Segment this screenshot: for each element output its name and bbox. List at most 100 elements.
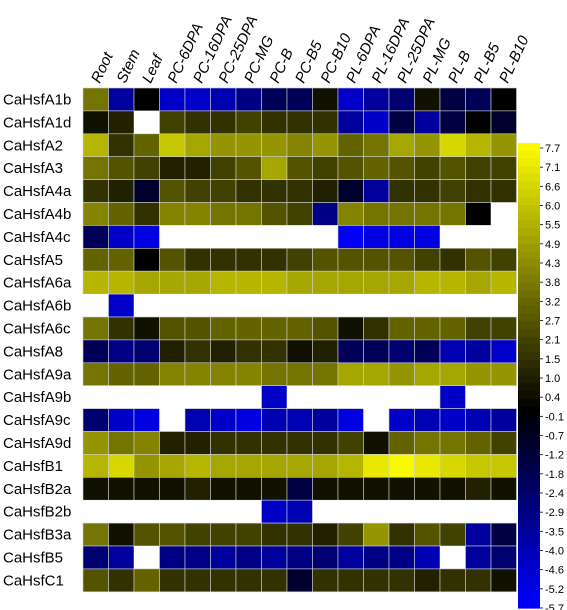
cell-cahsfa5-pc-mg	[235, 248, 262, 272]
cell-cahsfb2a-pc-mg	[235, 476, 262, 501]
color-scale-segment	[518, 150, 540, 160]
cell-cahsfa6b-stem	[108, 293, 135, 318]
cell-cahsfa5-pc-b	[261, 248, 288, 272]
cell-cahsfa6a-leaf	[133, 270, 160, 295]
cell-cahsfa9b-root	[83, 385, 109, 409]
cell-cahsfc1-pl-25dpa	[388, 568, 415, 593]
color-scale-segment	[518, 336, 540, 346]
color-scale-segment	[518, 360, 540, 369]
cell-cahsfb2b-stem	[108, 500, 134, 524]
row-label-cahsfa9d: CaHsfA9d	[3, 435, 71, 452]
cell-cahsfa4c-pl-b10	[491, 225, 517, 249]
cell-cahsfa4b-pc-16dpa	[184, 202, 211, 226]
cell-cahsfa6b-root	[83, 294, 109, 317]
color-scale-segment	[518, 391, 540, 400]
cell-cahsfa9c-pl-b	[439, 408, 466, 432]
cell-cahsfa8-pc-b5	[286, 339, 313, 364]
cell-cahsfa9b-pc-6dpa	[159, 385, 185, 409]
cell-cahsfb5-pc-b10	[312, 545, 339, 570]
cell-cahsfa6c-leaf	[133, 316, 160, 341]
cell-cahsfb1-pc-16dpa	[184, 454, 211, 478]
cell-cahsfa1b-pc-6dpa	[159, 87, 186, 112]
cell-cahsfb2a-leaf	[133, 476, 160, 501]
cell-cahsfa9d-pl-b	[439, 431, 466, 455]
cell-cahsfb2a-pl-16dpa	[363, 476, 390, 501]
cell-cahsfb5-root	[82, 545, 109, 570]
cell-cahsfa9a-pc-mg	[235, 362, 262, 386]
cell-cahsfa4c-pc-mg	[236, 225, 262, 249]
cell-cahsfa6a-pc-16dpa	[184, 270, 211, 295]
cell-cahsfa5-pl-6dpa	[337, 248, 364, 272]
tick-label: -4.6	[545, 565, 564, 577]
cell-cahsfa9b-pl-25dpa	[389, 385, 415, 409]
cell-cahsfb1-stem	[108, 454, 135, 478]
color-scale-segment	[518, 352, 540, 361]
cell-cahsfa2-pc-b5	[286, 133, 313, 158]
cell-cahsfa9d-pc-b5	[286, 431, 313, 455]
cell-cahsfb1-pl-mg	[414, 454, 441, 478]
cell-cahsfa4b-pc-b10	[312, 202, 339, 226]
cell-cahsfa1b-pc-mg	[235, 87, 262, 112]
cell-cahsfa6c-pc-6dpa	[159, 316, 186, 341]
cell-cahsfb1-pc-25dpa	[210, 454, 237, 478]
cell-cahsfb5-pl-6dpa	[337, 545, 364, 570]
color-scale-segment	[518, 236, 540, 245]
color-scale-segment	[518, 577, 540, 586]
cell-cahsfa9a-pc-b	[261, 362, 288, 386]
cell-cahsfc1-pl-b	[439, 568, 466, 593]
color-scale-segment	[518, 491, 540, 501]
cell-cahsfa1b-pl-25dpa	[388, 87, 415, 112]
cell-cahsfb5-pl-25dpa	[388, 545, 415, 570]
cell-cahsfa9b-pl-b10	[491, 385, 517, 409]
cell-cahsfa4a-pc-b	[261, 179, 288, 203]
cell-cahsfa8-pl-b	[439, 339, 466, 364]
cell-cahsfa9c-pc-b	[261, 408, 288, 432]
color-scale-segment	[518, 522, 540, 532]
cell-cahsfb5-pl-b10	[490, 545, 517, 570]
cell-cahsfa6b-pl-6dpa	[338, 294, 364, 317]
cell-cahsfa9d-root	[82, 431, 109, 455]
cell-cahsfa9c-pl-16dpa	[363, 408, 389, 432]
cell-cahsfa4c-pc-25dpa	[210, 225, 236, 249]
cell-cahsfa8-pc-b10	[312, 339, 339, 364]
cell-cahsfa1d-pl-b	[439, 110, 466, 135]
row-label-cahsfa9a: CaHsfA9a	[3, 366, 72, 383]
cell-cahsfa9d-pc-b10	[312, 431, 339, 455]
color-scale-segment	[518, 499, 540, 508]
cell-cahsfb3a-pc-b	[261, 522, 288, 547]
cell-cahsfa9d-pl-b10	[490, 431, 517, 455]
cell-cahsfb3a-pc-b5	[286, 522, 313, 547]
cell-cahsfb5-stem	[108, 545, 135, 570]
cell-cahsfc1-pc-b	[261, 568, 288, 593]
cell-cahsfa1b-pl-mg	[414, 87, 441, 112]
cell-cahsfa3-pl-b5	[465, 156, 492, 180]
cell-cahsfa1b-pc-b10	[312, 87, 339, 112]
cell-cahsfa9d-pl-b5	[465, 431, 492, 455]
cell-cahsfa6a-pc-b	[261, 270, 288, 295]
cell-cahsfb2a-stem	[108, 476, 135, 501]
cell-cahsfb2b-pl-b10	[491, 500, 517, 524]
cell-cahsfa6a-pc-6dpa	[159, 270, 186, 295]
cell-cahsfb3a-root	[82, 522, 109, 547]
cell-cahsfa1d-leaf	[134, 110, 160, 134]
cell-cahsfc1-pl-mg	[414, 568, 441, 593]
cell-cahsfa9d-stem	[108, 431, 135, 455]
cell-cahsfa4a-stem	[108, 179, 135, 203]
row-label-cahsfc1: CaHsfC1	[3, 572, 64, 589]
color-scale-segment	[518, 367, 540, 377]
cell-cahsfa4b-pl-16dpa	[363, 202, 390, 226]
cell-cahsfa6a-pl-b5	[465, 270, 492, 295]
cell-cahsfa8-pc-6dpa	[159, 339, 186, 364]
cell-cahsfa9b-pl-b5	[465, 385, 491, 409]
cell-cahsfa5-pc-b5	[286, 248, 313, 272]
cell-cahsfa8-pc-mg	[235, 339, 262, 364]
cell-cahsfa9a-pl-6dpa	[337, 362, 364, 386]
cell-cahsfa9d-pc-b	[261, 431, 288, 455]
cell-cahsfa4c-pl-6dpa	[337, 225, 364, 249]
cell-cahsfa9a-pl-16dpa	[363, 362, 390, 386]
cell-cahsfa4c-stem	[108, 225, 135, 249]
cell-cahsfa6b-pc-16dpa	[185, 294, 211, 317]
cell-cahsfa2-leaf	[133, 133, 160, 158]
cell-cahsfb5-pl-b5	[465, 545, 492, 570]
color-scale-segment	[518, 243, 540, 253]
